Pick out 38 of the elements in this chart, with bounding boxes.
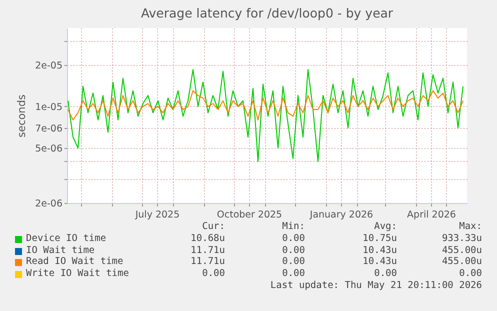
text: 0.00 xyxy=(459,268,482,280)
text: 10.43u xyxy=(362,256,397,268)
y-tick-label: 7e-06 xyxy=(35,123,62,134)
legend-label: IO Wait time xyxy=(26,244,95,256)
text: 0.00 xyxy=(202,268,225,280)
x-tick-label: October 2025 xyxy=(216,210,282,220)
chart-title: Average latency for /dev/loop0 - by year xyxy=(140,6,394,20)
y-tick-label: 1e-05 xyxy=(35,102,62,113)
text: 933.33u xyxy=(442,232,482,244)
text: 455.00u xyxy=(442,256,482,268)
text: 0.00 xyxy=(282,232,305,244)
text: 10.68u xyxy=(190,232,225,244)
text: Min: xyxy=(282,221,305,232)
line-series xyxy=(68,90,464,120)
line-series xyxy=(68,69,464,162)
y-axis-title: seconds xyxy=(16,94,28,138)
text: 11.71u xyxy=(190,244,225,256)
text: 0.00 xyxy=(282,256,305,268)
legend-label: Device IO time xyxy=(26,232,106,244)
legend-label: Read IO Wait time xyxy=(26,256,124,268)
x-tick-label: January 2026 xyxy=(308,210,374,220)
text: 455.00u xyxy=(442,244,482,256)
text: 10.43u xyxy=(362,244,397,256)
x-tick-label: April 2026 xyxy=(407,210,456,220)
text: 0.00 xyxy=(374,268,397,280)
text: 11.71u xyxy=(190,256,225,268)
text: 10.75u xyxy=(362,232,397,244)
y-tick-label: 2e-05 xyxy=(35,60,62,72)
x-tick-label: July 2025 xyxy=(134,210,180,220)
text: 0.00 xyxy=(282,244,305,256)
text: 0.00 xyxy=(282,268,305,280)
legend-label: Write IO Wait time xyxy=(26,268,129,280)
text: Max: xyxy=(459,221,482,232)
text: Avg: xyxy=(374,221,397,232)
text: Cur: xyxy=(202,221,225,232)
text: Last update: Thu May 21 20:11:00 2026 xyxy=(270,280,482,291)
y-tick-label: 5e-06 xyxy=(35,144,62,155)
y-tick-label: 2e-06 xyxy=(35,198,62,210)
